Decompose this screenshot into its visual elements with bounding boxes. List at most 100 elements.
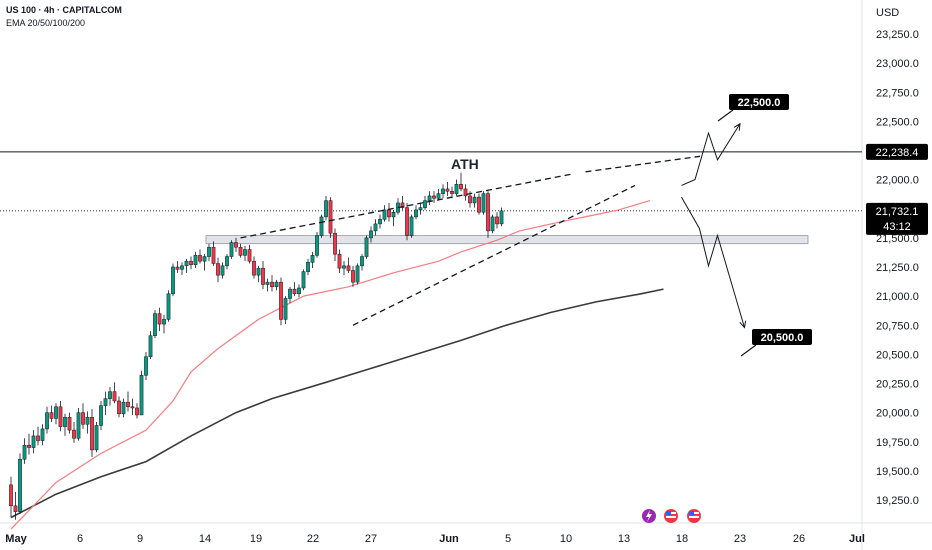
- candle-body: [175, 266, 180, 270]
- candle-body: [126, 401, 130, 408]
- target-up-callout-box[interactable]: [729, 94, 789, 110]
- candle-body: [490, 216, 495, 232]
- y-tick-label: 22,000.0: [876, 175, 919, 187]
- candle-body: [274, 281, 279, 288]
- candle-body: [445, 188, 450, 192]
- candle-body: [342, 265, 346, 269]
- candle-body: [49, 412, 54, 419]
- candle-body: [148, 335, 153, 357]
- wedge-upper-extension[interactable]: [585, 155, 701, 173]
- candle-body: [216, 263, 220, 276]
- flag-canton: [689, 511, 694, 515]
- candle-body: [472, 196, 477, 204]
- projection-down-path[interactable]: [681, 196, 745, 328]
- candle-body: [76, 412, 81, 439]
- candle-body: [495, 216, 499, 225]
- x-tick-label: 19: [250, 533, 262, 545]
- candle-body: [373, 223, 378, 232]
- candle-body: [288, 288, 292, 299]
- y-tick-label: 20,750.0: [876, 320, 919, 332]
- candle-body: [256, 267, 261, 276]
- candle-body: [369, 230, 373, 239]
- y-tick-label: 20,250.0: [876, 379, 919, 391]
- candle-body: [18, 458, 22, 512]
- ath-label: ATH: [451, 156, 479, 172]
- candle-body: [432, 195, 436, 199]
- y-tick-label: 19,750.0: [876, 437, 919, 449]
- candle-body: [315, 235, 319, 256]
- candle-body: [31, 435, 36, 448]
- x-tick-label: 22: [307, 533, 319, 545]
- ath-price-tag-box[interactable]: [866, 143, 928, 160]
- target-down-callout-pointer: [740, 344, 757, 357]
- candle-body: [297, 287, 301, 295]
- candle-body: [171, 266, 175, 295]
- candle-body: [378, 218, 382, 225]
- target-down-callout-text: 20,500.0: [761, 332, 804, 344]
- candle-body: [468, 195, 472, 204]
- candle-body: [180, 265, 184, 270]
- x-tick-label: 18: [676, 533, 688, 545]
- candle-body: [243, 249, 247, 256]
- candle-body: [40, 428, 45, 441]
- y-tick-label: 19,250.0: [876, 495, 919, 507]
- candle-body: [36, 435, 40, 441]
- candle-body: [144, 356, 148, 376]
- candle-body: [270, 281, 274, 288]
- candle-body: [90, 417, 94, 451]
- wedge-lower-trendline[interactable]: [352, 184, 636, 326]
- current-price-tag-box[interactable]: [866, 202, 928, 235]
- candle-body: [234, 242, 238, 248]
- x-tick-label: 9: [137, 533, 143, 545]
- candle-body: [112, 391, 117, 402]
- candle-body: [477, 196, 481, 213]
- candle-body: [346, 265, 351, 271]
- axis-layer: USD23,250.023,000.022,750.022,500.022,25…: [5, 7, 928, 545]
- candle-body: [306, 262, 310, 272]
- candle-body: [207, 246, 211, 257]
- candle-body: [157, 313, 162, 325]
- candle-body: [423, 200, 427, 208]
- candle-body: [283, 298, 288, 320]
- projection-up-path[interactable]: [681, 123, 741, 186]
- ema-50-line: [10, 200, 651, 530]
- candle-body: [198, 255, 202, 262]
- x-tick-label: 13: [618, 533, 630, 545]
- candles-layer: [9, 172, 504, 520]
- indicator-legend[interactable]: EMA 20/50/100/200: [6, 18, 86, 28]
- candle-body: [211, 246, 216, 264]
- y-tick-label: 20,000.0: [876, 408, 919, 420]
- x-tick-label: 5: [505, 533, 511, 545]
- y-tick-label: 19,500.0: [876, 466, 919, 478]
- candle-body: [382, 209, 387, 220]
- wedge-upper-trendline[interactable]: [240, 173, 574, 239]
- y-tick-label: 23,250.0: [876, 29, 919, 41]
- candle-body: [328, 200, 333, 234]
- candle-body: [400, 202, 405, 208]
- x-tick-label: 27: [365, 533, 377, 545]
- candle-body: [72, 429, 76, 439]
- candle-body: [103, 398, 108, 406]
- candle-body: [220, 265, 225, 276]
- candle-body: [418, 207, 423, 211]
- candle-body: [436, 193, 441, 199]
- candle-body: [63, 417, 67, 427]
- projection-down-arrowhead: [739, 320, 747, 329]
- candle-body: [27, 444, 31, 448]
- candle-body: [117, 400, 121, 415]
- candle-body: [202, 256, 207, 262]
- candle-body: [130, 406, 135, 409]
- candle-body: [94, 425, 99, 451]
- candle-body: [319, 216, 324, 236]
- currency-label: USD: [876, 7, 899, 19]
- candle-body: [387, 209, 391, 218]
- candle-body: [81, 412, 85, 425]
- ema-layer: [10, 200, 664, 530]
- candle-body: [355, 265, 360, 283]
- candle-body: [121, 401, 126, 415]
- target-down-callout-box[interactable]: [752, 329, 812, 345]
- candle-body: [310, 255, 315, 263]
- candle-body: [414, 209, 418, 218]
